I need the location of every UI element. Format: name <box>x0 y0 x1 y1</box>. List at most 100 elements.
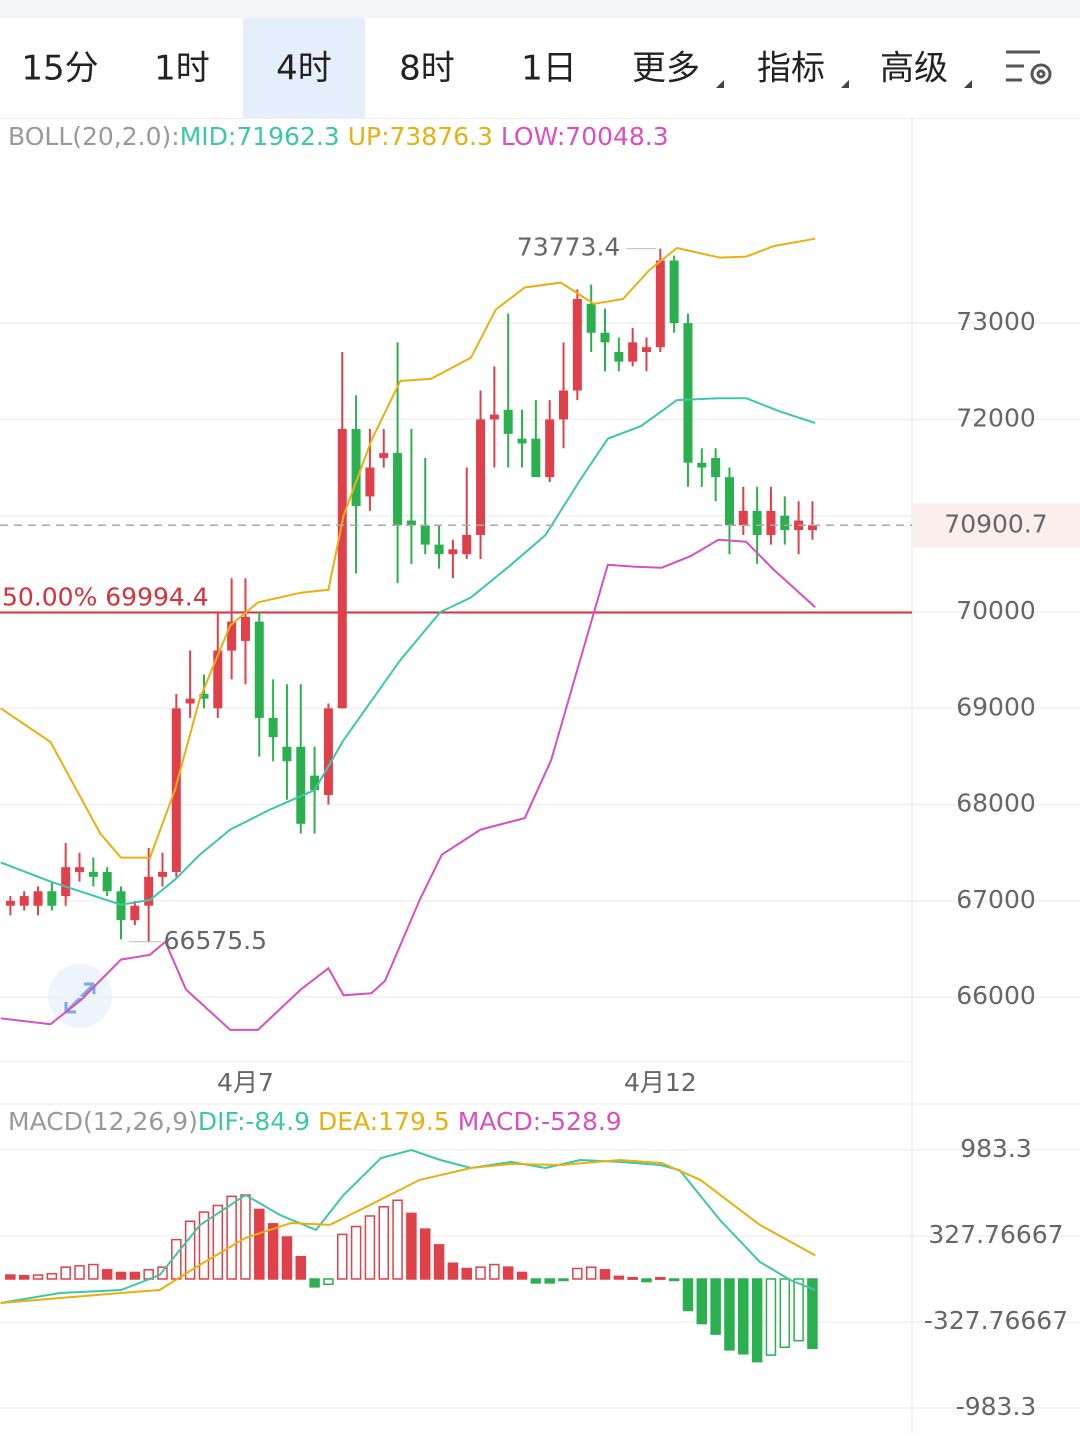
candle-body <box>724 477 734 526</box>
macd-bar <box>793 1278 804 1342</box>
tab[interactable]: 4时 <box>276 49 332 89</box>
level-label: 50.00% 69994.4 <box>2 583 209 612</box>
boll-line <box>0 397 816 906</box>
y-tick-label: 73000 <box>956 307 1036 336</box>
dropdown-caret <box>964 80 972 88</box>
y-tick-label: 69000 <box>956 692 1036 721</box>
status-strip <box>0 0 1080 18</box>
legend: MACD(12,26,9)DIF:-84.9 DEA:179.5 MACD:-528… <box>8 1107 622 1136</box>
macd-bar <box>198 1211 210 1280</box>
y-tick-label: 327.76667 <box>928 1220 1063 1249</box>
candle-body <box>586 303 596 333</box>
candle-body <box>655 260 665 348</box>
macd-bar <box>323 1278 334 1285</box>
macd-bar <box>295 1255 307 1280</box>
boll-line <box>0 538 816 1031</box>
candle-body <box>144 876 154 906</box>
macd-bar <box>641 1278 652 1283</box>
y-tick-label: -983.3 <box>956 1392 1037 1421</box>
tab[interactable]: 更多 <box>632 49 700 89</box>
last-price-box <box>913 503 1080 548</box>
macd-bar <box>309 1278 320 1288</box>
macd-bar <box>392 1199 403 1280</box>
candle-body <box>75 867 85 873</box>
macd-bar <box>212 1204 224 1280</box>
macd-bar <box>627 1276 638 1280</box>
tab[interactable]: 高级 <box>880 49 948 89</box>
tab[interactable]: 15分 <box>21 49 98 89</box>
legend-item: DEA:179.5 <box>318 1107 450 1136</box>
tab[interactable]: 1日 <box>521 49 577 89</box>
macd-bar <box>668 1278 680 1282</box>
candle-body <box>683 323 693 463</box>
macd-bar <box>655 1276 666 1280</box>
legend-title: BOLL(20,2.0): <box>8 122 180 151</box>
macd-bar <box>475 1266 486 1280</box>
candle-body <box>559 390 569 420</box>
macd-bar <box>281 1236 293 1280</box>
legend-item: UP:73876.3 <box>348 122 493 151</box>
macd-bar <box>585 1266 597 1280</box>
macd-bar <box>544 1278 555 1284</box>
candle-body <box>268 717 278 738</box>
macd-bar <box>502 1266 514 1280</box>
y-tick-label: 68000 <box>956 789 1036 818</box>
candle-body <box>462 534 472 555</box>
macd-bar <box>751 1278 763 1363</box>
macd-bar <box>184 1220 196 1280</box>
y-tick-label: 67000 <box>956 885 1036 914</box>
y-tick-label: 72000 <box>956 403 1036 432</box>
candle-body <box>282 746 292 762</box>
candle-body <box>489 414 499 420</box>
candle-body <box>365 467 375 497</box>
tab[interactable]: 8时 <box>399 49 455 89</box>
macd-bar <box>129 1271 141 1280</box>
candle-body <box>697 462 707 468</box>
macd-bar <box>101 1269 113 1280</box>
legend: BOLL(20,2.0):MID:71962.3 UP:73876.3 LOW:70… <box>8 122 669 151</box>
candle-body <box>766 510 776 535</box>
macd-bar <box>807 1278 818 1350</box>
settings-icon[interactable] <box>1006 50 1052 85</box>
macd-bar <box>267 1223 279 1280</box>
candle-body <box>240 616 250 641</box>
candle-body <box>351 429 361 507</box>
last-price-label: 70900.7 <box>944 509 1047 538</box>
candle-body <box>393 453 403 526</box>
high-marker-label: 73773.4 <box>517 233 620 262</box>
macd-line <box>0 1148 816 1304</box>
macd-bar <box>364 1215 376 1280</box>
y-tick-label: 983.3 <box>960 1134 1032 1163</box>
expand-icon[interactable] <box>48 964 112 1028</box>
candle-body <box>5 900 15 906</box>
boll-line <box>0 237 816 859</box>
macd-bar <box>226 1195 237 1280</box>
macd-bar <box>572 1267 583 1280</box>
tab[interactable]: 指标 <box>757 49 825 89</box>
legend-item: DIF:-84.9 <box>198 1107 310 1136</box>
candle-body <box>185 698 195 704</box>
legend-item: LOW:70048.3 <box>501 122 669 151</box>
macd-bar <box>254 1208 265 1280</box>
x-tick-label: 4月12 <box>624 1068 697 1097</box>
macd-bar <box>18 1274 30 1280</box>
candle-body <box>130 905 140 921</box>
candle-body <box>572 299 582 391</box>
candle-body <box>227 621 237 651</box>
macd-bar <box>447 1262 459 1280</box>
macd-bar <box>88 1263 99 1280</box>
macd-bar <box>516 1271 528 1280</box>
y-tick-label: 66000 <box>956 981 1036 1010</box>
x-tick-label: 4月7 <box>217 1068 274 1097</box>
y-tick-label: 70000 <box>956 596 1036 625</box>
macd-bar <box>724 1278 735 1351</box>
candle-body <box>780 515 790 531</box>
tab[interactable]: 1时 <box>154 49 210 89</box>
macd-bar <box>32 1274 44 1280</box>
macd-bar <box>5 1274 16 1280</box>
macd-bar <box>530 1278 542 1284</box>
candle-body <box>406 520 416 526</box>
candle-body <box>47 891 57 906</box>
candle-body <box>503 409 513 434</box>
